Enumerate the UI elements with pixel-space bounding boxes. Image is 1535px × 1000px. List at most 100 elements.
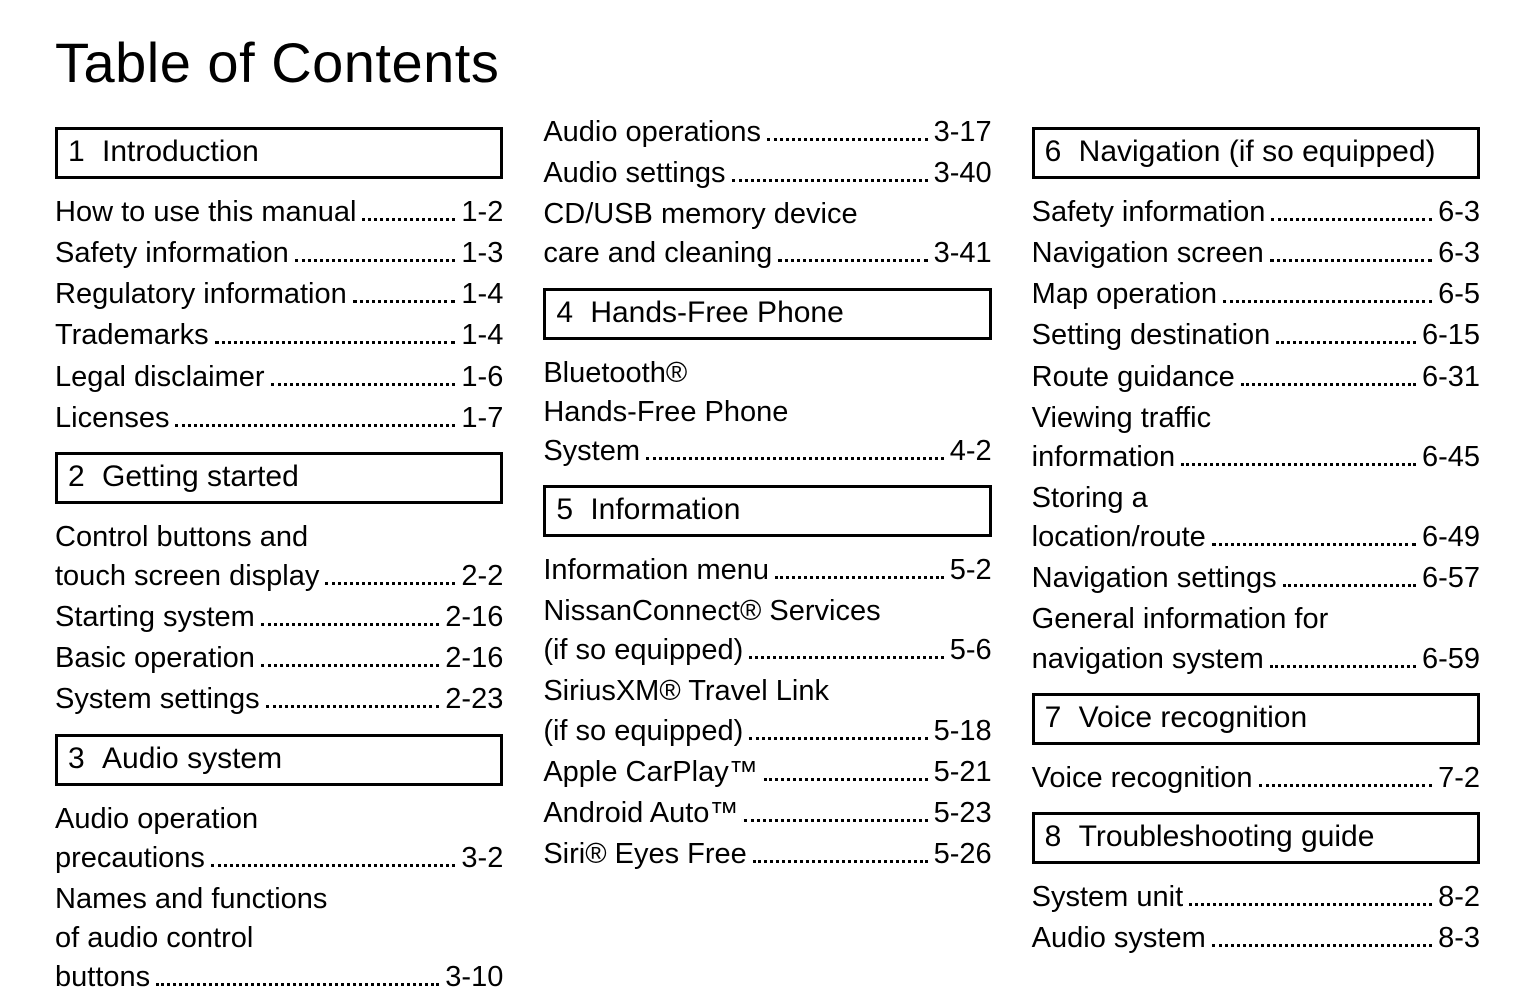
toc-entry-text: precautions [55, 839, 205, 878]
toc-entry-lastline: Trademarks1-4 [55, 316, 503, 355]
toc-entry-page: 6-15 [1422, 316, 1480, 355]
leader-dots [1270, 665, 1416, 668]
toc-entry-page: 1-4 [461, 275, 503, 314]
toc-entry: Starting system2-16 [55, 598, 503, 637]
toc-entry: SiriusXM® Travel Link(if so equipped)5-1… [543, 672, 991, 750]
toc-entry-page: 4-2 [950, 432, 992, 471]
toc-entry-lastline: care and cleaning3-41 [543, 234, 991, 273]
section-number: 7 [1045, 700, 1067, 736]
toc-entry-page: 6-3 [1438, 193, 1480, 232]
leader-dots [215, 341, 456, 344]
toc-entry: Control buttons andtouch screen display2… [55, 518, 503, 596]
toc-entry-text: Safety information [55, 234, 289, 273]
toc-entry: Basic operation2-16 [55, 639, 503, 678]
leader-dots [1223, 300, 1432, 303]
toc-entry-text: Siri® Eyes Free [543, 835, 746, 874]
toc-entry-line: Viewing traffic [1032, 399, 1480, 438]
toc-entry-lastline: Siri® Eyes Free5-26 [543, 835, 991, 874]
toc-entry-page: 6-3 [1438, 234, 1480, 273]
toc-entry-line: Storing a [1032, 479, 1480, 518]
toc-entry-line: CD/USB memory device [543, 195, 991, 234]
toc-entry-lastline: Information menu5-2 [543, 551, 991, 590]
leader-dots [749, 737, 927, 740]
toc-entry-page: 6-57 [1422, 559, 1480, 598]
section-label: Troubleshooting guide [1079, 819, 1375, 855]
toc-entry-lastline: touch screen display 2-2 [55, 557, 503, 596]
toc-entry-lastline: Audio system 8-3 [1032, 919, 1480, 958]
toc-entry-lastline: Regulatory information1-4 [55, 275, 503, 314]
section-label: Voice recognition [1079, 700, 1308, 736]
page-title: Table of Contents [55, 30, 1480, 95]
toc-column: 6Navigation (if so equipped) Safety infor… [1032, 113, 1480, 999]
leader-dots [778, 259, 927, 262]
toc-entry-page: 8-2 [1438, 878, 1480, 917]
toc-entry: Route guidance6-31 [1032, 358, 1480, 397]
toc-entry: General information fornavigation system… [1032, 600, 1480, 678]
section-header: 6Navigation (if so equipped) [1032, 127, 1480, 179]
toc-entry: Apple CarPlay™5-21 [543, 753, 991, 792]
toc-entry-text: buttons [55, 958, 150, 997]
leader-dots [753, 860, 928, 863]
toc-entry-lastline: Navigation settings6-57 [1032, 559, 1480, 598]
toc-entry: Safety information6-3 [1032, 193, 1480, 232]
toc-entry-lastline: Audio operations3-17 [543, 113, 991, 152]
toc-entry-text: Audio system [1032, 919, 1206, 958]
toc-entry-text: Audio operations [543, 113, 761, 152]
section-header: 8Troubleshooting guide [1032, 812, 1480, 864]
leader-dots [775, 576, 944, 579]
toc-entry-page: 2-2 [461, 557, 503, 596]
toc-entry-lastline: Licenses 1-7 [55, 399, 503, 438]
toc-entry: Navigation screen6-3 [1032, 234, 1480, 273]
toc-entry-page: 6-5 [1438, 275, 1480, 314]
toc-entry-text: How to use this manual [55, 193, 356, 232]
section-header: 3Audio system [55, 734, 503, 786]
toc-entry-text: touch screen display [55, 557, 319, 596]
toc-entry-lastline: System unit8-2 [1032, 878, 1480, 917]
section-label: Navigation (if so equipped) [1079, 134, 1436, 170]
section-entries: Control buttons andtouch screen display2… [55, 518, 503, 720]
section-header: 4Hands-Free Phone [543, 288, 991, 340]
leader-dots [325, 582, 455, 585]
toc-entry-page: 3-10 [445, 958, 503, 997]
toc-entry: Setting destination6-15 [1032, 316, 1480, 355]
leader-dots [261, 623, 439, 626]
section-header: 5Information [543, 485, 991, 537]
toc-entry-page: 6-49 [1422, 518, 1480, 557]
toc-entry-text: (if so equipped) [543, 631, 743, 670]
toc-entry-page: 8-3 [1438, 919, 1480, 958]
toc-entry-page: 6-59 [1422, 640, 1480, 679]
toc-column: 1IntroductionHow to use this manual1-2Sa… [55, 113, 503, 999]
section-label: Hands-Free Phone [590, 295, 843, 331]
section-entries: Safety information6-3Navigation screen6-… [1032, 193, 1480, 679]
toc-entry-line: Audio operation [55, 800, 503, 839]
toc-entry-line: Bluetooth® [543, 354, 991, 393]
toc-entry-page: 1-7 [461, 399, 503, 438]
toc-column: Audio operations3-17Audio settings3-40CD… [543, 113, 991, 999]
toc-entry: NissanConnect® Services(if so equipped) 5… [543, 592, 991, 670]
toc-entry: Trademarks1-4 [55, 316, 503, 355]
toc-entry-line: Names and functions [55, 880, 503, 919]
toc-entry-lastline: Setting destination6-15 [1032, 316, 1480, 355]
leader-dots [156, 983, 439, 986]
toc-entry-text: information [1032, 438, 1175, 477]
toc-entry-lastline: information6-45 [1032, 438, 1480, 477]
leader-dots [266, 705, 440, 708]
toc-entry-lastline: Legal disclaimer1-6 [55, 358, 503, 397]
toc-entry-text: Licenses [55, 399, 169, 438]
toc-entry-page: 6-31 [1422, 358, 1480, 397]
toc-entry-lastline: Safety information6-3 [1032, 193, 1480, 232]
section-number: 5 [556, 492, 578, 528]
leader-dots [1276, 341, 1416, 344]
toc-entry-lastline: Audio settings3-40 [543, 154, 991, 193]
toc-entry-lastline: Starting system2-16 [55, 598, 503, 637]
toc-entry-text: location/route [1032, 518, 1206, 557]
toc-entry-text: System [543, 432, 640, 471]
toc-entry-page: 5-6 [950, 631, 992, 670]
toc-entry-line: NissanConnect® Services [543, 592, 991, 631]
toc-entry-page: 1-4 [461, 316, 503, 355]
toc-entry: Siri® Eyes Free5-26 [543, 835, 991, 874]
toc-entry: Navigation settings6-57 [1032, 559, 1480, 598]
leader-dots [764, 778, 928, 781]
toc-entry-page: 5-23 [934, 794, 992, 833]
toc-entry-text: Starting system [55, 598, 255, 637]
